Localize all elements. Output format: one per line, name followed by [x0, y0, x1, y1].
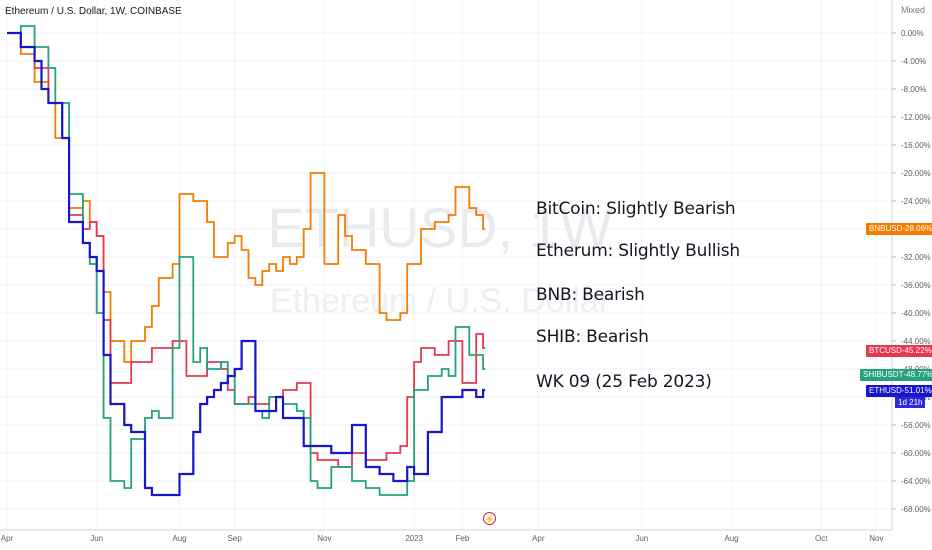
series-value: -28.06%	[902, 224, 932, 233]
series-value: -45.22%	[901, 346, 932, 355]
y-tick-label: -20.00%	[901, 169, 931, 178]
x-tick-label: Nov	[869, 534, 883, 543]
series-line-shibusdt	[7, 25, 486, 496]
last-label-ethusd: ETHUSD -51.01%	[866, 385, 932, 397]
chart-title: Ethereum / U.S. Dollar, 1W, COINBASE	[5, 6, 182, 17]
series-name: BTCUSD	[869, 346, 902, 355]
series-lines	[7, 25, 486, 497]
y-tick-label: -24.00%	[901, 197, 931, 206]
last-label-btcusd: BTCUSD -45.22%	[866, 345, 932, 357]
x-tick-label: Jun	[635, 534, 648, 543]
y-tick-label: -32.00%	[901, 253, 931, 262]
x-tick-label: 2023	[405, 534, 423, 543]
x-tick-label: Nov	[317, 534, 331, 543]
x-tick-label: Apr	[1, 534, 14, 543]
y-tick-label: -60.00%	[901, 449, 931, 458]
series-name: BNBUSD	[869, 224, 903, 233]
series-name: SHIBUSDT	[863, 370, 904, 379]
last-label-shibusdt: SHIBUSDT -48.77%	[860, 369, 932, 381]
scale-mode-label[interactable]: Mixed	[901, 5, 926, 15]
y-tick-label: -64.00%	[901, 477, 931, 486]
y-tick-label: -16.00%	[901, 141, 931, 150]
x-tick-label: Feb	[456, 534, 470, 543]
x-tick-label: Oct	[815, 534, 828, 543]
annotation-bitcoin: BitCoin: Slightly Bearish	[536, 199, 736, 219]
y-tick-label: 0.00%	[901, 29, 924, 38]
annotation-ethereum: Etherum: Slightly Bullish	[536, 241, 740, 261]
y-tick-label: -4.00%	[901, 57, 926, 66]
y-tick-label: -36.00%	[901, 281, 931, 290]
annotation-week: WK 09 (25 Feb 2023)	[536, 372, 712, 392]
y-tick-label: -40.00%	[901, 309, 931, 318]
x-tick-label: Sep	[228, 534, 243, 543]
last-label-bnbusd: BNBUSD -28.06%	[866, 223, 932, 235]
x-tick-label: Aug	[724, 534, 738, 543]
y-tick-label: -44.00%	[901, 337, 931, 346]
series-line-ethusd	[7, 31, 486, 497]
x-tick-label: Apr	[532, 534, 545, 543]
grid-lines	[0, 0, 892, 530]
watermark-name: Ethereum / U.S. Dollar	[270, 282, 610, 320]
bar-countdown: 1d 21h	[895, 397, 926, 408]
y-tick-label: -8.00%	[901, 85, 926, 94]
x-tick-label: Jun	[90, 534, 103, 543]
series-value: -48.77%	[903, 370, 932, 379]
series-value: -51.01%	[901, 386, 932, 395]
series-name: ETHUSD	[869, 386, 902, 395]
y-tick-label: -68.00%	[901, 505, 931, 514]
annotation-bnb: BNB: Bearish	[536, 285, 645, 305]
lightning-icon[interactable]: ⚡	[483, 512, 496, 525]
annotation-shib: SHIB: Bearish	[536, 327, 649, 347]
price-axis[interactable]: 0.00% -4.00% -8.00% -12.00% -16.00% -20.00% -2…	[892, 29, 931, 514]
y-tick-label: -12.00%	[901, 113, 931, 122]
x-tick-label: Aug	[172, 534, 186, 543]
time-axis[interactable]: Apr Jun Aug Sep Nov 2023 Feb Apr Jun Aug Oct Nov	[1, 534, 884, 543]
y-tick-label: -56.00%	[901, 421, 931, 430]
